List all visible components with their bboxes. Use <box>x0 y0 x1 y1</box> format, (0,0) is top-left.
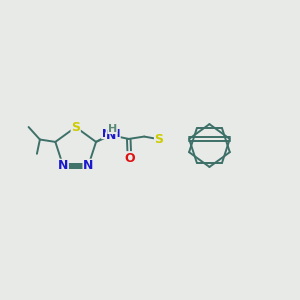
Text: N: N <box>58 159 68 172</box>
Text: O: O <box>124 152 135 165</box>
Text: S: S <box>154 133 164 146</box>
Text: S: S <box>71 121 80 134</box>
Text: H: H <box>108 124 117 134</box>
Text: N: N <box>83 159 94 172</box>
Text: NH: NH <box>102 129 120 139</box>
Text: N: N <box>106 130 117 142</box>
